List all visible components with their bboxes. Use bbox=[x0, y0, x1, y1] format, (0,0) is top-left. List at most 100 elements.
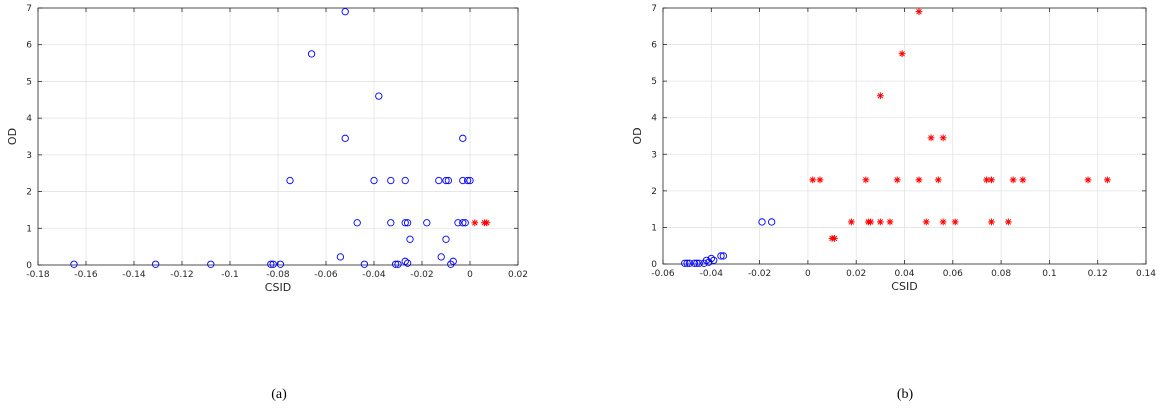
x-tick-label: 0.06 bbox=[943, 269, 963, 279]
data-point-circle bbox=[768, 218, 776, 226]
data-point-circle bbox=[341, 8, 349, 16]
data-point-circle bbox=[466, 176, 474, 185]
x-tick-label: -0.18 bbox=[26, 270, 50, 280]
data-point-circle bbox=[360, 260, 369, 268]
x-tick-label: -0.04 bbox=[362, 270, 386, 280]
data-point-circle bbox=[401, 219, 409, 227]
data-point-asterisk bbox=[867, 218, 875, 226]
data-point-circle bbox=[758, 218, 766, 226]
y-tick-label: 5 bbox=[26, 77, 32, 87]
x-tick-label: -0.06 bbox=[314, 270, 338, 280]
data-point-circle bbox=[683, 259, 691, 267]
data-point-asterisk bbox=[939, 134, 947, 142]
data-point-circle bbox=[423, 219, 431, 227]
data-point-circle bbox=[370, 176, 378, 185]
data-point-circle bbox=[693, 259, 701, 267]
data-point-asterisk bbox=[816, 176, 824, 184]
subfigure-caption: (a) bbox=[271, 387, 287, 402]
data-point-circle bbox=[459, 134, 467, 142]
y-tick-label: 5 bbox=[651, 77, 657, 87]
y-tick-label: 6 bbox=[651, 41, 657, 51]
data-point-asterisk bbox=[915, 8, 923, 16]
data-point-circle bbox=[403, 219, 412, 227]
data-point-circle bbox=[685, 259, 694, 267]
data-point-circle bbox=[406, 235, 414, 243]
data-point-asterisk bbox=[927, 134, 935, 142]
data-point-circle bbox=[442, 235, 450, 243]
data-point-circle bbox=[286, 176, 294, 185]
data-point-asterisk bbox=[1009, 176, 1017, 184]
data-point-asterisk bbox=[915, 176, 923, 184]
y-tick-label: 7 bbox=[651, 4, 657, 14]
data-point-circle bbox=[717, 252, 725, 260]
data-point-circle bbox=[705, 258, 713, 266]
y-tick-label: 0 bbox=[651, 260, 657, 270]
data-point-circle bbox=[276, 260, 285, 268]
data-point-circle bbox=[269, 260, 277, 268]
y-tick-label: 1 bbox=[26, 224, 32, 234]
data-point-circle bbox=[267, 260, 275, 268]
data-point-asterisk bbox=[939, 218, 947, 226]
data-point-asterisk bbox=[831, 235, 838, 242]
data-point-circle bbox=[695, 259, 703, 267]
x-tick-label: 0.08 bbox=[991, 269, 1011, 279]
data-point-asterisk bbox=[934, 176, 942, 184]
data-point-asterisk bbox=[1084, 176, 1092, 184]
x-tick-label: 0.14 bbox=[1136, 269, 1156, 279]
data-point-circle bbox=[719, 252, 728, 260]
data-point-asterisk bbox=[471, 219, 479, 227]
data-point-asterisk bbox=[876, 92, 884, 100]
data-point-circle bbox=[151, 260, 160, 268]
y-tick-label: 4 bbox=[26, 114, 32, 124]
data-point-circle bbox=[449, 257, 457, 265]
data-point-asterisk bbox=[988, 176, 995, 184]
data-point-circle bbox=[375, 92, 383, 100]
y-tick-label: 3 bbox=[26, 151, 32, 161]
data-point-circle bbox=[401, 176, 409, 185]
scatter-chart-b: -0.06 -0.04 -0.02 0 0.02 0.04 0.06 0.08 0.1 0.12 0… bbox=[631, 4, 1156, 402]
data-point-circle bbox=[391, 260, 400, 268]
x-tick-label: -0.16 bbox=[74, 270, 98, 280]
data-point-circle bbox=[463, 176, 472, 185]
x-tick-label: -0.12 bbox=[170, 270, 193, 280]
data-point-circle bbox=[461, 219, 469, 227]
data-point-asterisk bbox=[988, 218, 995, 226]
data-point-circle bbox=[387, 176, 395, 185]
x-tick-label: -0.04 bbox=[700, 269, 724, 279]
y-axis-label: OD bbox=[631, 127, 644, 144]
data-point-circle bbox=[444, 176, 453, 185]
data-point-circle bbox=[702, 256, 711, 264]
data-point-asterisk bbox=[898, 50, 906, 58]
x-tick-label: 0.02 bbox=[846, 269, 866, 279]
data-point-circle bbox=[207, 260, 215, 268]
data-point-circle bbox=[336, 253, 345, 261]
y-tick-label: 2 bbox=[651, 187, 657, 197]
x-tick-label: 0 bbox=[805, 269, 811, 279]
subfigure-caption: (b) bbox=[897, 387, 914, 402]
data-point-asterisk bbox=[483, 219, 491, 227]
data-point-asterisk bbox=[886, 218, 894, 226]
data-point-circle bbox=[70, 260, 78, 268]
x-tick-label: -0.14 bbox=[122, 270, 146, 280]
data-point-circle bbox=[353, 219, 361, 227]
y-axis-label: OD bbox=[6, 128, 19, 145]
y-tick-label: 0 bbox=[26, 261, 32, 271]
data-point-asterisk bbox=[809, 176, 817, 184]
data-point-circle bbox=[690, 259, 699, 267]
data-point-asterisk bbox=[1103, 176, 1111, 184]
scatter-chart-a: -0.18 -0.16 -0.14 -0.12 -0.1 -0.08 -0.06 -0.04 -… bbox=[6, 4, 528, 402]
x-tick-label: -0.08 bbox=[266, 270, 290, 280]
data-point-circle bbox=[435, 176, 443, 185]
data-point-circle bbox=[403, 259, 412, 267]
x-tick-label: -0.02 bbox=[748, 269, 771, 279]
data-point-asterisk bbox=[983, 176, 991, 184]
data-point-asterisk bbox=[893, 176, 901, 184]
x-axis-label: CSID bbox=[265, 281, 291, 294]
data-point-circle bbox=[459, 219, 467, 227]
data-point-circle bbox=[459, 176, 467, 185]
data-point-circle bbox=[442, 176, 450, 185]
y-tick-label: 3 bbox=[651, 150, 657, 160]
x-tick-label: 0 bbox=[467, 270, 473, 280]
x-tick-label: -0.1 bbox=[221, 270, 239, 280]
data-point-asterisk bbox=[1004, 218, 1012, 226]
